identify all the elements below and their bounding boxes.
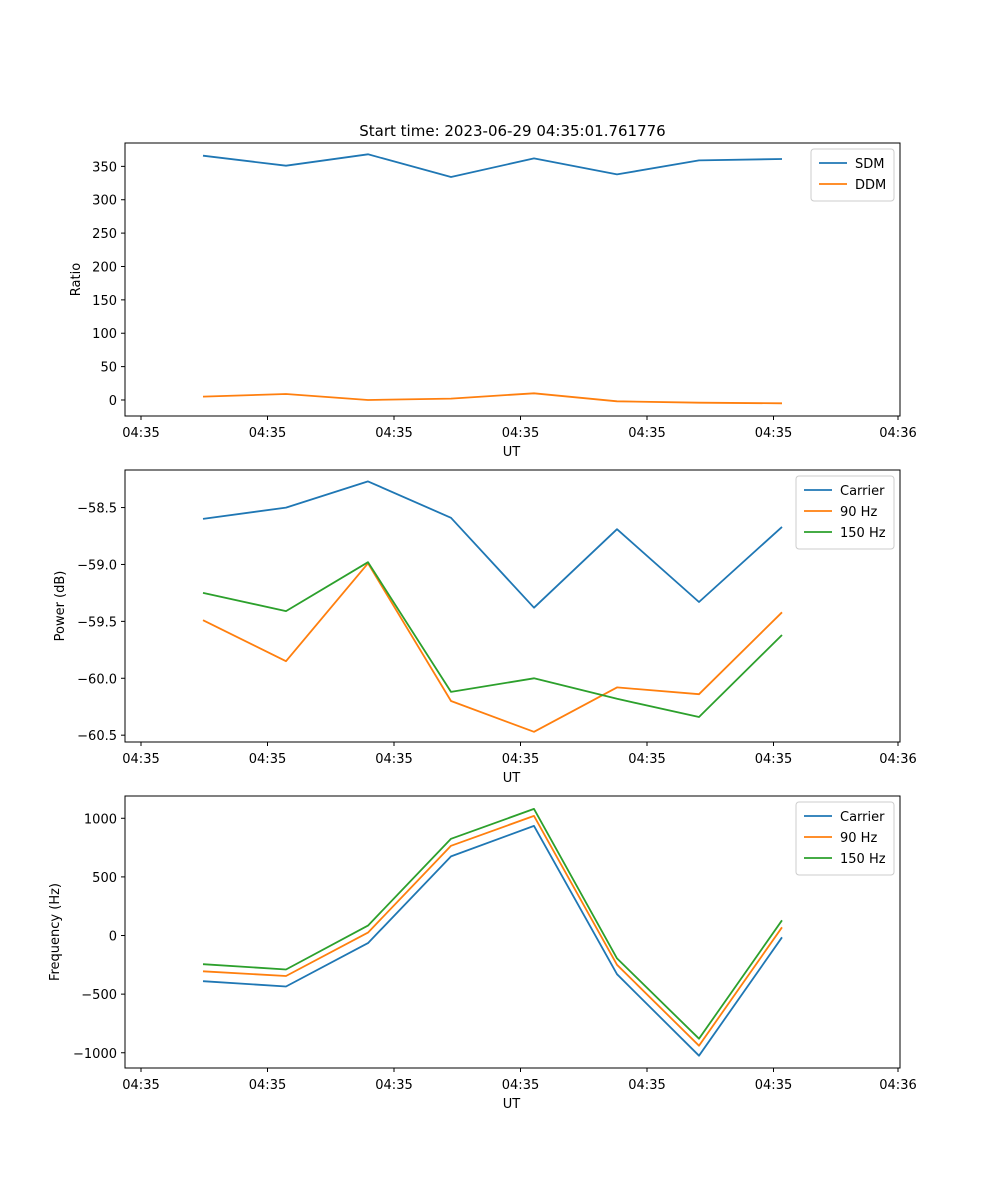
chart-panel-2: 04:35 04:35 04:35 04:35 04:35 04:35 04:36 −60.5… <box>53 469 917 786</box>
x-tick-label: 04:35 <box>755 752 792 767</box>
plot-frame <box>124 469 901 743</box>
legend-label: Carrier <box>840 810 885 825</box>
legend-label: 150 Hz <box>840 852 886 867</box>
y-tick-label: −59.5 <box>77 615 117 630</box>
legend-label: 90 Hz <box>840 831 877 846</box>
x-tick-label: 04:36 <box>879 426 916 441</box>
series-line-90-hz <box>202 815 783 1047</box>
series-line-150-hz <box>202 561 783 718</box>
legend: Carrier 90 Hz 150 Hz <box>795 801 895 876</box>
y-tick-label: 50 <box>100 361 117 376</box>
x-tick-label: 04:36 <box>879 752 916 767</box>
chart-panel-1: 04:35 04:35 04:35 04:35 04:35 04:35 04:36 0 50 10… <box>69 142 917 460</box>
y-axis-label: Frequency (Hz) <box>48 883 63 981</box>
x-axis-label: UT <box>503 445 521 460</box>
plot-frame <box>124 795 901 1069</box>
legend-label: DDM <box>855 178 886 193</box>
series-line-150-hz <box>202 808 783 1040</box>
y-tick-label: 200 <box>92 260 117 275</box>
y-tick-label: 0 <box>109 930 117 945</box>
x-tick-label: 04:35 <box>249 1078 286 1093</box>
y-tick-label: 0 <box>109 394 117 409</box>
legend-box <box>795 801 895 876</box>
x-tick-label: 04:35 <box>628 426 665 441</box>
y-tick-label: −59.0 <box>77 558 117 573</box>
series-line-sdm <box>202 153 783 178</box>
x-tick-label: 04:35 <box>122 426 159 441</box>
y-axis-label: Power (dB) <box>53 571 68 642</box>
legend-box <box>795 475 895 550</box>
legend-label: Carrier <box>840 484 885 499</box>
series-line-ddm <box>202 392 783 405</box>
legend-label: 90 Hz <box>840 505 877 520</box>
y-tick-label: −60.0 <box>77 672 117 687</box>
x-tick-label: 04:35 <box>375 426 412 441</box>
y-tick-label: 300 <box>92 194 117 209</box>
x-tick-label: 04:35 <box>502 426 539 441</box>
x-tick-label: 04:35 <box>122 1078 159 1093</box>
y-tick-label: 1000 <box>84 812 117 827</box>
y-tick-label: −58.5 <box>77 502 117 517</box>
plot-frame <box>124 142 901 417</box>
y-tick-label: 350 <box>92 160 117 175</box>
x-tick-label: 04:35 <box>375 1078 412 1093</box>
y-tick-label: −1000 <box>73 1047 117 1062</box>
legend: Carrier 90 Hz 150 Hz <box>795 475 895 550</box>
x-tick-label: 04:35 <box>502 1078 539 1093</box>
x-tick-label: 04:35 <box>249 752 286 767</box>
x-tick-label: 04:35 <box>122 752 159 767</box>
legend: SDM DDM <box>810 148 895 202</box>
x-axis-label: UT <box>503 771 521 786</box>
x-tick-label: 04:35 <box>628 752 665 767</box>
chart-panel-3: 04:35 04:35 04:35 04:35 04:35 04:35 04:36 −1000… <box>48 795 917 1112</box>
y-tick-label: 150 <box>92 294 117 309</box>
figure-title: Start time: 2023-06-29 04:35:01.761776 <box>359 122 665 140</box>
x-axis-label: UT <box>503 1097 521 1112</box>
y-tick-label: −500 <box>81 988 117 1003</box>
y-axis-label: Ratio <box>69 263 84 296</box>
y-tick-label: 100 <box>92 327 117 342</box>
legend-box <box>810 148 895 202</box>
legend-label: 150 Hz <box>840 526 886 541</box>
x-tick-label: 04:35 <box>502 752 539 767</box>
legend-label: SDM <box>855 157 884 172</box>
y-tick-label: 500 <box>92 871 117 886</box>
x-tick-label: 04:35 <box>628 1078 665 1093</box>
x-tick-label: 04:35 <box>755 1078 792 1093</box>
series-line-90-hz <box>202 562 783 733</box>
x-tick-label: 04:35 <box>249 426 286 441</box>
series-line-carrier <box>202 825 783 1057</box>
y-tick-label: 250 <box>92 227 117 242</box>
series-line-carrier <box>202 480 783 609</box>
x-tick-label: 04:35 <box>375 752 412 767</box>
y-tick-label: −60.5 <box>77 729 117 744</box>
x-tick-label: 04:36 <box>879 1078 916 1093</box>
x-tick-label: 04:35 <box>755 426 792 441</box>
chart-panels: 04:35 04:35 04:35 04:35 04:35 04:35 04:36 0 50 10… <box>48 142 917 1112</box>
